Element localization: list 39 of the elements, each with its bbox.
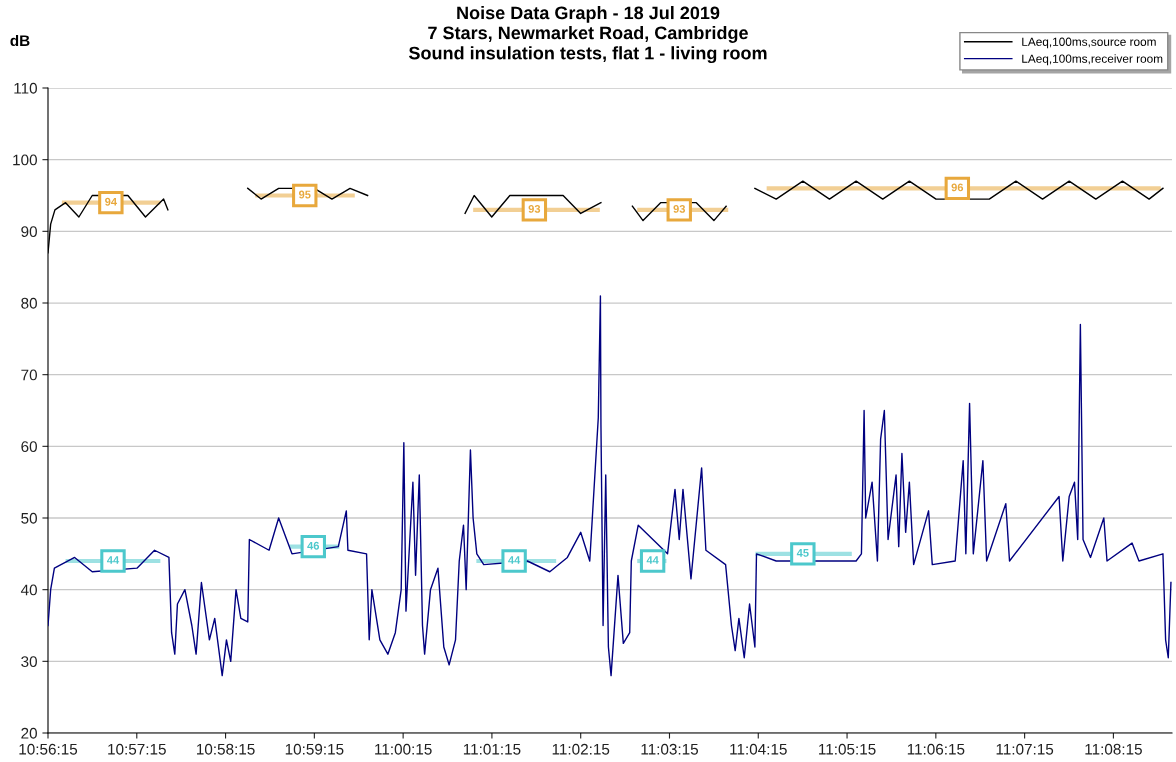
x-tick-label: 11:07:15 (996, 743, 1054, 755)
chart-subtitle: 7 Stars, Newmarket Road, Cambridge Sound insulation tests, flat 1 - living room (408, 26, 767, 64)
y-tick-label: 100 (13, 154, 37, 166)
y-tick-label: 90 (21, 226, 37, 238)
x-tick-label: 10:56:15 (19, 743, 78, 755)
x-tick-label: 10:59:15 (285, 743, 344, 755)
x-tick-label: 11:00:15 (375, 743, 432, 755)
x-tick-label: 11:02:15 (552, 743, 610, 755)
x-tick-label: 11:08:15 (1085, 743, 1142, 755)
annotation: 44 (646, 556, 659, 564)
legend-label: LAeq,100ms,source room (1022, 37, 1156, 49)
y-axis-title: dB (10, 34, 30, 47)
annotation: 93 (673, 204, 686, 213)
annotation: 44 (508, 556, 521, 564)
y-tick-label: 40 (20, 584, 37, 596)
y-tick-label: 110 (14, 82, 37, 94)
annotation: 44 (106, 556, 120, 564)
x-tick-label: 11:04:15 (730, 743, 787, 755)
y-tick-label: 80 (21, 297, 37, 309)
annotation: 96 (951, 183, 964, 192)
x-tick-label: 11:03:15 (641, 743, 699, 755)
chart-title: Noise Data Graph - 18 Jul 2019 (457, 6, 720, 23)
y-tick-label: 30 (21, 656, 37, 668)
x-tick-label: 10:58:15 (197, 743, 255, 755)
annotation: 93 (528, 204, 541, 213)
line-series (48, 295, 1172, 677)
annotation: 45 (796, 549, 809, 557)
x-tick-label: 11:01:15 (463, 743, 521, 755)
x-tick-label: 11:06:15 (907, 743, 965, 755)
y-tick-label: 70 (21, 369, 37, 381)
x-tick-label: 10:57:15 (108, 743, 166, 755)
annotation: 95 (298, 190, 311, 199)
y-tick-label: 20 (21, 727, 37, 739)
legend-label: LAeq,100ms,receiver room (1022, 54, 1163, 66)
annotation: 94 (105, 197, 117, 206)
y-tick-label: 60 (21, 441, 37, 453)
annotation: 46 (307, 541, 320, 550)
y-tick-label: 50 (21, 512, 37, 524)
x-tick-label: 11:05:15 (819, 743, 876, 755)
